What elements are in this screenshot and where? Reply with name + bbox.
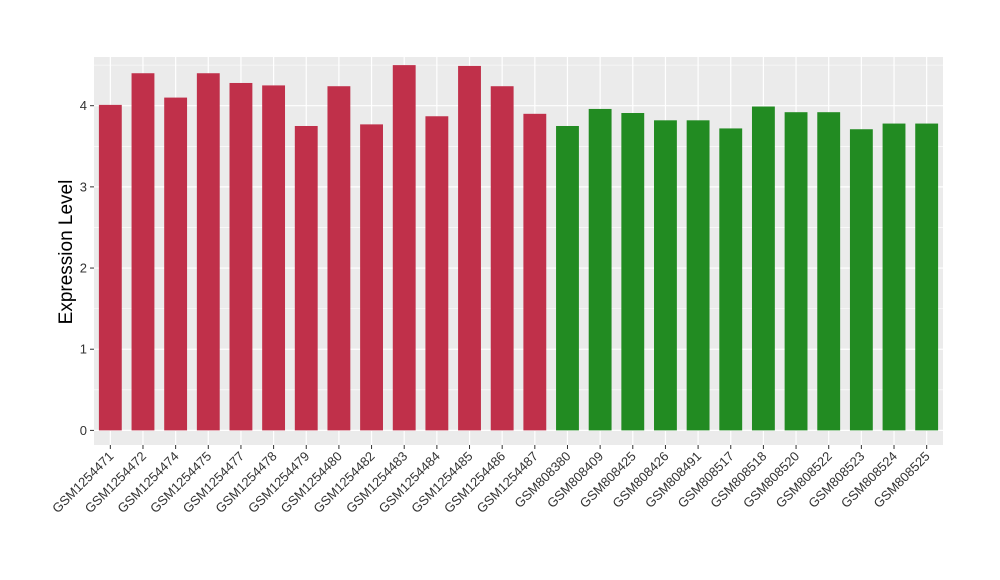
bar-GSM808520 xyxy=(784,112,808,431)
y-axis: 0 1 2 3 4 xyxy=(80,98,94,438)
bar-GSM1254480 xyxy=(327,86,351,431)
bar-GSM1254471 xyxy=(98,104,122,431)
plot-panel xyxy=(94,57,943,445)
bar-GSM808517 xyxy=(719,128,743,431)
bar-GSM808518 xyxy=(751,106,775,431)
bar-GSM1254472 xyxy=(131,73,155,431)
bar-GSM808522 xyxy=(817,112,841,431)
bar-GSM1254475 xyxy=(196,73,220,431)
bar-series xyxy=(98,65,939,431)
y-tick-label: 0 xyxy=(80,423,87,438)
bar-GSM1254486 xyxy=(490,86,514,431)
y-axis-title: Expression Level xyxy=(56,180,77,325)
y-tick-label: 4 xyxy=(80,98,87,113)
bar-GSM808491 xyxy=(686,120,710,431)
bar-GSM1254484 xyxy=(425,116,449,431)
y-tick-label: 3 xyxy=(80,179,87,194)
bar-GSM1254485 xyxy=(458,65,481,431)
bar-GSM1254487 xyxy=(523,113,547,431)
bar-GSM808380 xyxy=(556,125,579,431)
bar-GSM1254483 xyxy=(392,65,416,431)
bar-GSM808426 xyxy=(654,120,677,431)
bar-GSM1254479 xyxy=(294,125,318,431)
bar-GSM808409 xyxy=(588,108,612,431)
bar-GSM1254474 xyxy=(164,97,188,431)
bar-GSM808425 xyxy=(621,113,645,431)
y-tick-label: 1 xyxy=(80,342,87,357)
bar-GSM1254482 xyxy=(360,124,383,431)
x-axis: GSM1254471GSM1254472GSM1254474GSM1254475… xyxy=(49,445,933,516)
bar-GSM808525 xyxy=(915,123,939,431)
bar-GSM808524 xyxy=(882,123,906,431)
y-tick-label: 2 xyxy=(80,261,87,276)
bar-GSM1254478 xyxy=(262,85,286,431)
bar-GSM1254477 xyxy=(229,82,253,431)
bar-GSM808523 xyxy=(849,129,873,431)
